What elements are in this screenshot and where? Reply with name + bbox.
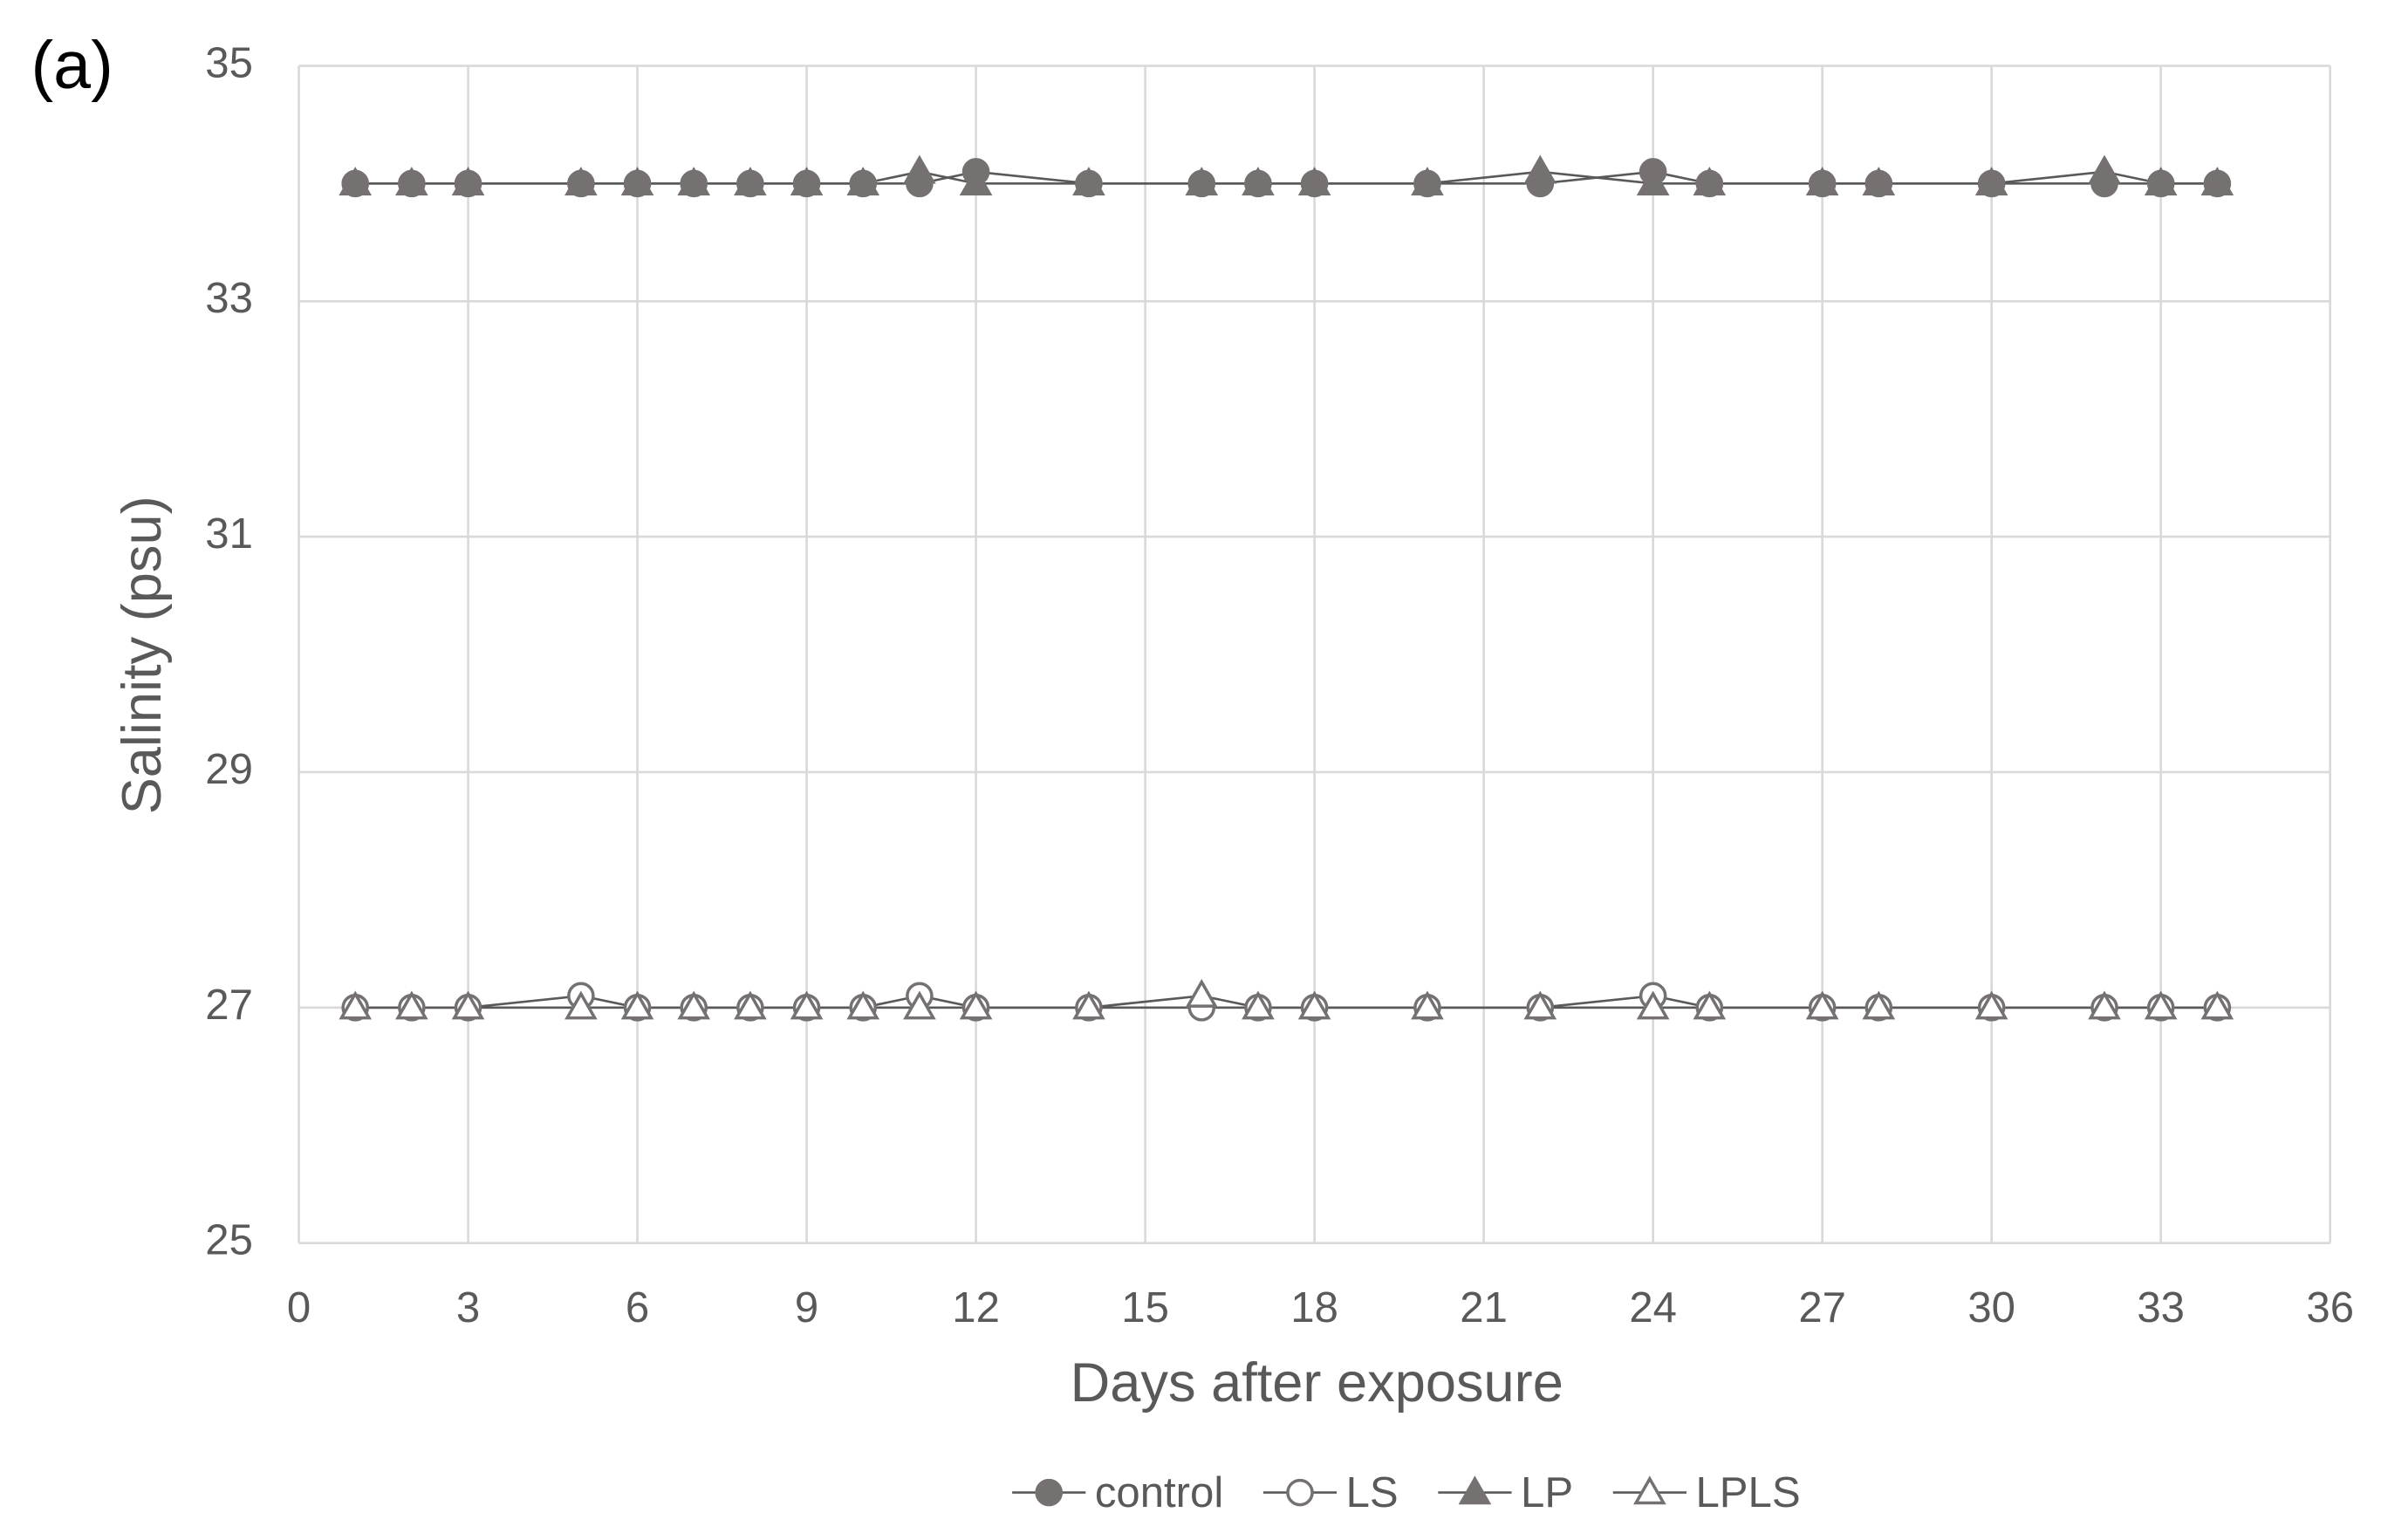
marker: [846, 990, 880, 1020]
marker: [1411, 167, 1444, 195]
marker: [1072, 990, 1105, 1020]
legend-marker: [1035, 1478, 1064, 1507]
marker: [1297, 167, 1331, 195]
x-tick-label: 30: [1967, 1284, 2015, 1331]
legend-item: LS: [1262, 1469, 1399, 1516]
marker: [1862, 990, 1896, 1020]
marker: [959, 167, 993, 195]
y-tick-label: 33: [205, 275, 253, 322]
marker: [1974, 167, 2008, 195]
x-tick-label: 33: [2137, 1284, 2185, 1331]
marker: [1411, 990, 1444, 1020]
marker: [2088, 154, 2121, 184]
marker: [1523, 990, 1557, 1020]
y-tick-label: 35: [205, 39, 253, 86]
marker: [1636, 990, 1670, 1020]
marker: [564, 990, 598, 1020]
y-tick-label: 31: [205, 510, 253, 558]
marker: [620, 167, 654, 195]
marker: [903, 154, 936, 184]
x-tick-label: 24: [1629, 1284, 1677, 1331]
marker: [1185, 978, 1219, 1008]
x-tick-label: 27: [1798, 1284, 1846, 1331]
marker: [339, 167, 373, 195]
marker: [395, 167, 428, 195]
marker: [1974, 990, 2008, 1020]
marker: [2144, 167, 2178, 195]
marker: [1185, 167, 1219, 195]
marker: [677, 990, 711, 1020]
legend-item: control: [1012, 1469, 1223, 1516]
marker: [1805, 990, 1839, 1020]
marker: [1693, 990, 1727, 1020]
legend-label: control: [1095, 1469, 1223, 1516]
legend-item: LP: [1438, 1469, 1573, 1516]
x-tick-label: 3: [456, 1284, 480, 1331]
marker: [395, 990, 428, 1020]
legend-label: LP: [1521, 1469, 1573, 1516]
marker: [790, 990, 824, 1020]
x-tick-label: 15: [1121, 1284, 1169, 1331]
plot-area: [339, 154, 2234, 1022]
marker: [564, 167, 598, 195]
marker: [2088, 990, 2121, 1020]
legend: control LS LP LPLS: [1012, 1469, 1801, 1516]
y-tick-label: 25: [205, 1217, 253, 1264]
legend-item: LPLS: [1612, 1469, 1801, 1516]
marker: [903, 990, 936, 1020]
legend-marker: [1633, 1475, 1666, 1505]
marker: [1242, 167, 1275, 195]
marker: [1862, 167, 1896, 195]
marker: [959, 990, 993, 1020]
y-tick-label: 27: [205, 982, 253, 1029]
marker: [620, 990, 654, 1020]
legend-label: LPLS: [1695, 1469, 1800, 1516]
x-axis-title: Days after exposure: [1071, 1352, 1563, 1413]
x-tick-label: 6: [626, 1284, 649, 1331]
marker: [1297, 990, 1331, 1020]
x-tick-label: 9: [795, 1284, 818, 1331]
x-tick-label: 0: [287, 1284, 311, 1331]
marker: [451, 990, 485, 1020]
marker: [1072, 167, 1105, 195]
marker: [677, 167, 711, 195]
y-tick-label: 29: [205, 746, 253, 793]
legend-marker: [1286, 1478, 1314, 1507]
marker: [2200, 167, 2234, 195]
marker: [339, 990, 373, 1020]
marker: [734, 990, 767, 1020]
x-tick-label: 36: [2306, 1284, 2354, 1331]
x-tick-label: 21: [1460, 1284, 1508, 1331]
marker: [2144, 990, 2178, 1020]
y-axis-title: Salinity (psu): [112, 496, 173, 814]
marker: [451, 167, 485, 195]
panel-label: (a): [31, 28, 113, 103]
marker: [734, 167, 767, 195]
marker: [1523, 154, 1557, 184]
x-tick-label: 12: [952, 1284, 1000, 1331]
marker: [1805, 167, 1839, 195]
legend-marker: [1458, 1475, 1492, 1505]
marker: [1693, 167, 1727, 195]
marker: [2200, 990, 2234, 1020]
marker: [1636, 167, 1670, 195]
x-tick-label: 18: [1290, 1284, 1338, 1331]
marker: [1242, 990, 1275, 1020]
legend-label: LS: [1346, 1469, 1399, 1516]
marker: [790, 167, 824, 195]
marker: [846, 167, 880, 195]
